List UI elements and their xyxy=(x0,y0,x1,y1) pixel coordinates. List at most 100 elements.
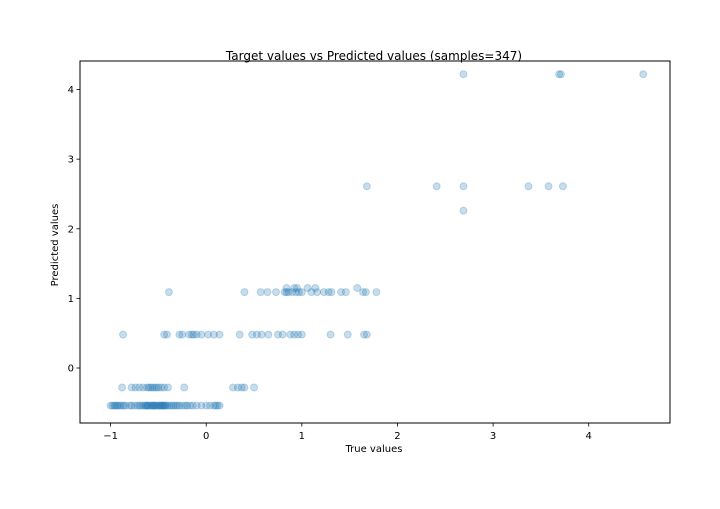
data-point xyxy=(233,383,242,392)
data-point xyxy=(152,401,161,410)
data-point xyxy=(160,401,169,410)
data-point xyxy=(211,401,220,410)
data-point xyxy=(110,401,119,410)
data-point xyxy=(143,401,152,410)
y-tick-label: 1 xyxy=(68,294,74,305)
data-point xyxy=(524,182,533,191)
data-point xyxy=(202,401,211,410)
data-point xyxy=(273,330,282,339)
data-point xyxy=(286,330,295,339)
data-point xyxy=(108,401,117,410)
data-point xyxy=(118,383,127,392)
data-point xyxy=(173,401,182,410)
data-point xyxy=(162,401,171,410)
data-point xyxy=(307,288,316,297)
data-point xyxy=(297,330,306,339)
data-point xyxy=(215,401,224,410)
data-point xyxy=(189,330,198,339)
data-point xyxy=(163,401,172,410)
data-point xyxy=(146,401,155,410)
data-point xyxy=(284,288,293,297)
data-point xyxy=(206,401,215,410)
data-point xyxy=(149,401,158,410)
data-point xyxy=(114,401,123,410)
data-point xyxy=(157,401,166,410)
data-point xyxy=(294,330,303,339)
data-point xyxy=(197,330,206,339)
x-tick-label: 3 xyxy=(490,431,496,442)
data-point xyxy=(237,383,246,392)
data-point xyxy=(263,288,272,297)
data-point xyxy=(361,288,370,297)
data-point xyxy=(158,401,167,410)
data-point xyxy=(160,330,169,339)
data-point xyxy=(204,330,213,339)
data-point xyxy=(290,330,299,339)
data-point xyxy=(327,288,336,297)
x-axis: −1 0 1 2 3 4 xyxy=(103,423,592,442)
y-tick-label: 3 xyxy=(68,155,74,166)
data-point xyxy=(288,288,297,297)
data-point xyxy=(248,330,257,339)
data-point xyxy=(240,288,249,297)
data-point xyxy=(319,288,328,297)
points-layer xyxy=(106,70,648,410)
data-point xyxy=(294,288,303,297)
data-point xyxy=(183,401,192,410)
data-point xyxy=(432,182,441,191)
data-point xyxy=(313,288,322,297)
data-point xyxy=(127,383,136,392)
data-point xyxy=(213,401,222,410)
data-point xyxy=(131,383,140,392)
y-tick-label: 0 xyxy=(68,364,74,375)
data-point xyxy=(459,182,468,191)
data-point xyxy=(185,401,194,410)
data-point xyxy=(229,383,237,392)
data-point xyxy=(171,401,180,410)
data-point xyxy=(282,283,291,292)
data-point xyxy=(215,330,224,339)
data-point xyxy=(163,330,172,339)
x-axis-label: True values xyxy=(345,444,403,455)
data-point xyxy=(159,401,168,410)
data-point xyxy=(113,401,122,410)
data-point xyxy=(169,401,178,410)
data-point xyxy=(280,288,289,297)
data-point xyxy=(178,401,187,410)
data-point xyxy=(142,383,151,392)
data-point xyxy=(150,401,159,410)
data-point xyxy=(161,401,170,410)
data-point xyxy=(290,283,299,292)
data-point xyxy=(303,283,312,292)
data-point xyxy=(459,206,468,215)
data-point xyxy=(154,401,163,410)
data-point xyxy=(188,401,197,410)
data-point xyxy=(362,182,371,191)
data-point xyxy=(353,283,362,292)
data-point xyxy=(257,330,266,339)
data-point xyxy=(141,401,150,410)
y-tick-label: 2 xyxy=(68,224,74,235)
data-point xyxy=(141,401,150,410)
data-point xyxy=(324,288,333,297)
data-point xyxy=(111,401,120,410)
data-point xyxy=(154,383,163,392)
data-point xyxy=(121,401,130,410)
data-point xyxy=(156,401,165,410)
data-point xyxy=(147,401,156,410)
data-point xyxy=(139,383,148,392)
data-point xyxy=(209,401,218,410)
y-axis-label: Predicted values xyxy=(50,204,61,287)
data-point xyxy=(250,383,259,392)
data-point xyxy=(372,288,381,297)
data-point xyxy=(209,330,218,339)
data-point xyxy=(144,383,153,392)
data-point xyxy=(555,70,564,79)
data-point xyxy=(252,330,261,339)
data-point xyxy=(544,182,553,191)
data-point xyxy=(137,401,146,410)
data-point xyxy=(144,401,153,410)
